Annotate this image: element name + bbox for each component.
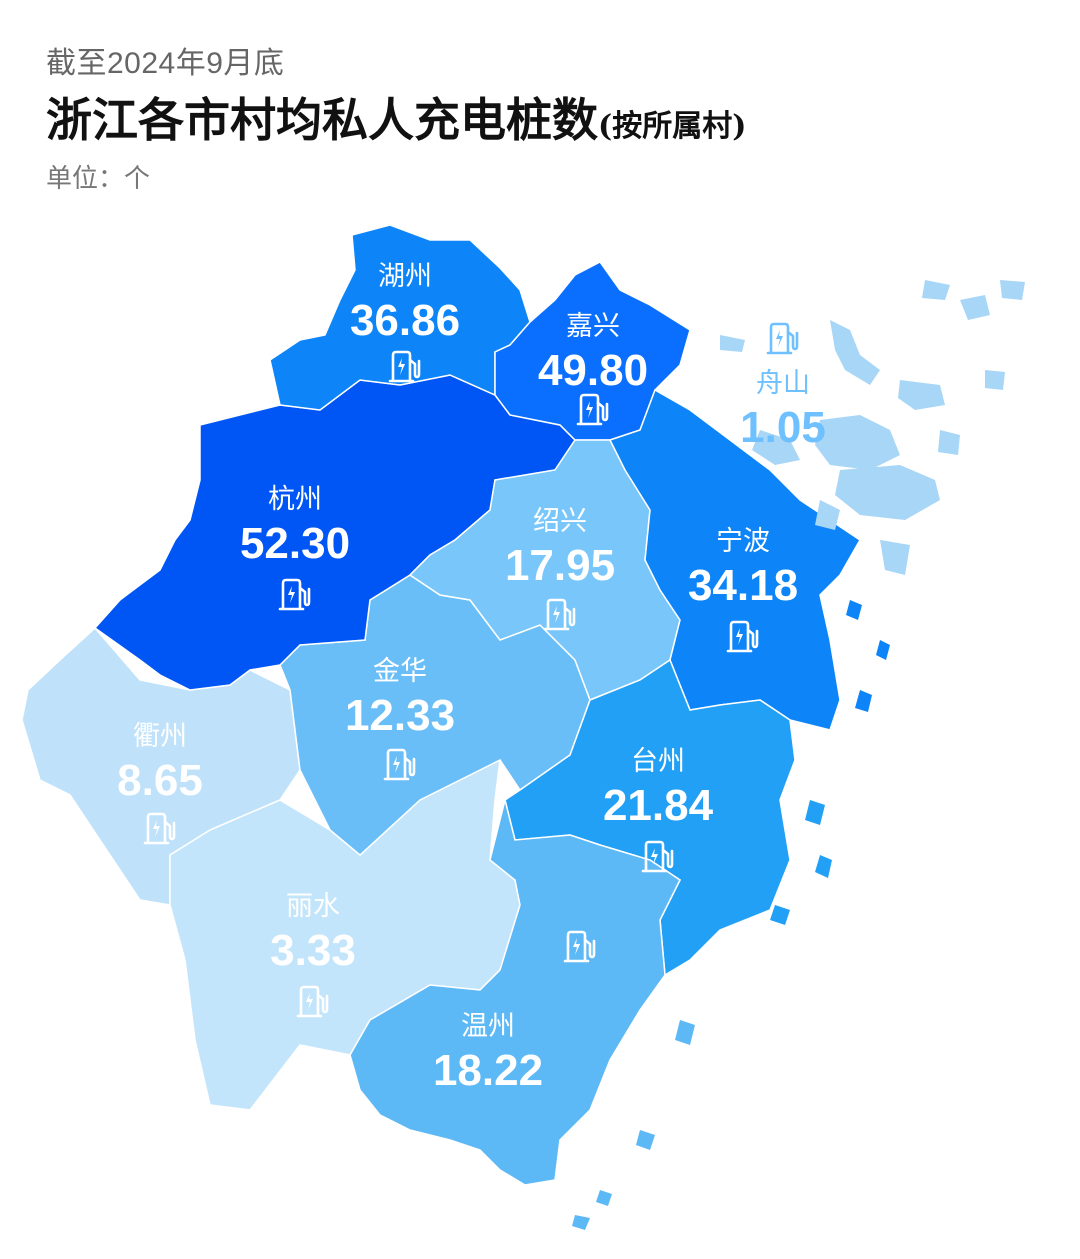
island [960, 295, 990, 320]
charging-station-icon [576, 393, 609, 426]
islet [572, 1215, 590, 1230]
charging-station-icon [296, 985, 329, 1018]
label-taizhou-value: 21.84 [603, 781, 714, 830]
label-zhoushan-value: 1.05 [740, 403, 826, 452]
label-zhoushan-name: 舟山 [756, 368, 810, 399]
label-quzhou-value: 8.65 [117, 756, 203, 805]
islet [846, 600, 862, 620]
region-huzhou[interactable] [269, 224, 531, 411]
island [835, 465, 940, 520]
title-suffix: (按所属村) [598, 109, 747, 144]
island [830, 320, 880, 385]
island [880, 540, 910, 575]
island [985, 370, 1005, 390]
label-taizhou-name: 台州 [631, 746, 685, 777]
islet [675, 1020, 695, 1045]
islet [855, 690, 872, 712]
wenzhou-islets [572, 1020, 695, 1230]
island [898, 380, 945, 410]
label-jiaxing-name: 嘉兴 [566, 311, 620, 342]
title-main: 浙江各市村均私人充电桩数 [46, 93, 598, 147]
label-wenzhou-value: 18.22 [433, 1046, 543, 1095]
label-wenzhou-name: 温州 [461, 1011, 515, 1042]
labels-layer: 湖州 36.86 嘉兴 49.80 舟山 1.05 杭州 52.30 绍兴 17.95 宁波 34.1… [117, 261, 826, 1095]
label-hangzhou-value: 52.30 [240, 519, 350, 568]
island [922, 280, 950, 300]
label-huzhou-name: 湖州 [378, 261, 432, 292]
zhoushan-islands [720, 280, 1025, 575]
region-wenzhou[interactable] [349, 799, 681, 1186]
island [752, 430, 800, 465]
label-shaoxing-name: 绍兴 [533, 506, 587, 537]
islet [770, 905, 790, 925]
coastal-islets [846, 600, 890, 712]
islet [596, 1190, 612, 1206]
charging-station-icon [543, 598, 576, 631]
charging-station-icon [278, 578, 311, 611]
label-jiaxing-value: 49.80 [538, 346, 648, 395]
unit-label: 单位：个 [46, 163, 151, 193]
islet [815, 855, 832, 878]
island [720, 335, 745, 352]
region-ningbo[interactable] [608, 388, 861, 731]
island [815, 500, 840, 530]
label-shaoxing-value: 17.95 [505, 541, 615, 590]
charging-station-icon [641, 840, 674, 873]
charging-station-icon [766, 322, 799, 355]
page-title: 浙江各市村均私人充电桩数(按所属村) [46, 84, 746, 150]
islet [876, 640, 890, 660]
charging-station-icon [388, 350, 421, 383]
islet [805, 800, 825, 825]
charging-station-icon [143, 812, 176, 845]
charging-station-icon [726, 620, 759, 653]
charging-station-icon [383, 748, 416, 781]
label-huzhou-value: 36.86 [350, 296, 460, 345]
label-ningbo-value: 34.18 [688, 561, 798, 610]
charging-station-icon [563, 930, 596, 963]
label-hangzhou-name: 杭州 [268, 484, 322, 515]
taizhou-islets [770, 800, 832, 925]
subtitle-date: 截至2024年9月底 [46, 47, 285, 80]
label-lishui-value: 3.33 [270, 926, 356, 975]
regions-layer [21, 224, 861, 1186]
label-quzhou-name: 衢州 [133, 721, 187, 752]
label-jinhua-name: 金华 [373, 656, 427, 687]
label-jinhua-value: 12.33 [345, 691, 455, 740]
island [938, 430, 960, 455]
island [815, 415, 900, 470]
label-ningbo-name: 宁波 [716, 526, 770, 557]
island [1000, 280, 1025, 300]
islet [636, 1130, 655, 1150]
label-lishui-name: 丽水 [286, 891, 340, 922]
